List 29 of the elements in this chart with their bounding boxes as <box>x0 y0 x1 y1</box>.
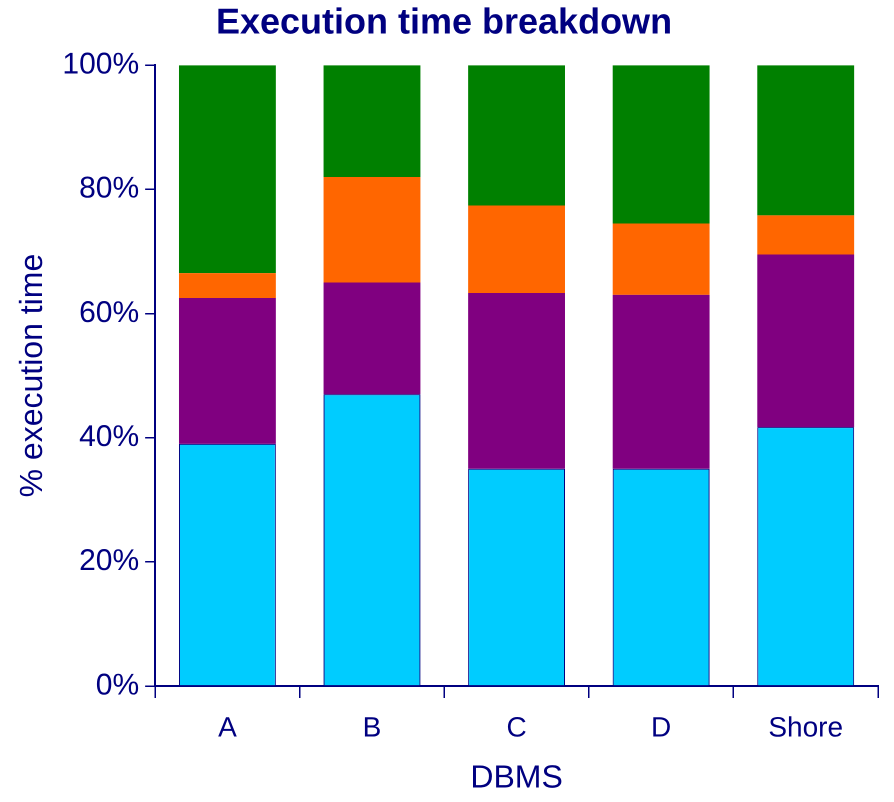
x-tick-label: B <box>362 712 382 743</box>
x-tick-label: A <box>218 712 238 743</box>
bar <box>178 298 276 444</box>
y-axis-title: % execution time <box>13 254 50 498</box>
bar <box>757 215 854 255</box>
y-tick-label: 60% <box>79 296 140 329</box>
y-tick-label: 0% <box>96 668 140 702</box>
y-tick-label: 100% <box>62 47 140 80</box>
y-tick-label: 20% <box>79 544 140 578</box>
bar <box>324 176 420 282</box>
bar <box>757 65 854 216</box>
x-tick-label: C <box>506 712 527 743</box>
x-axis-title: DBMS <box>470 758 563 795</box>
bar <box>468 206 565 294</box>
bar <box>178 65 276 274</box>
bar <box>757 254 854 428</box>
bar <box>612 65 710 224</box>
bar <box>324 282 420 394</box>
y-tick-label: 40% <box>79 420 140 453</box>
bar <box>468 65 565 206</box>
x-tick-label: Shore <box>768 712 844 743</box>
bar <box>612 294 710 469</box>
chart-title: Execution time breakdown <box>216 0 672 42</box>
x-tick-label: D <box>651 712 672 743</box>
y-tick-label: 80% <box>79 172 140 205</box>
bar <box>612 224 710 295</box>
bar <box>324 65 420 177</box>
bar <box>468 293 565 469</box>
bar <box>178 273 276 298</box>
